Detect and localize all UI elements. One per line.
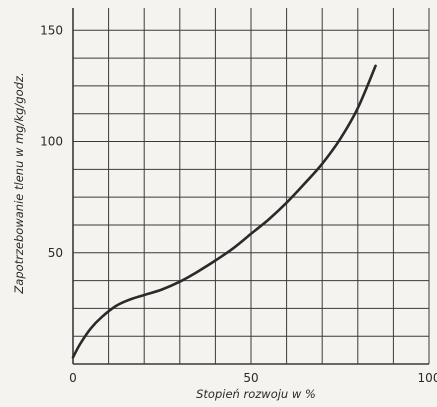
tick-labels: 0 50 100 50 100 150: [40, 23, 437, 385]
series-line: [71, 64, 377, 359]
x-tick-label: 100: [418, 371, 437, 385]
y-axis-label: Zapotrzebowanie tlenu w mg/kg/godz.: [12, 72, 26, 294]
x-tick-label: 50: [243, 371, 258, 385]
grid: [72, 8, 430, 365]
y-tick-label: 150: [40, 23, 63, 37]
y-tick-label: 100: [40, 135, 63, 149]
series-group: [71, 64, 377, 359]
x-tick-label: 0: [69, 371, 77, 385]
y-tick-label: 50: [48, 246, 63, 260]
x-axis-label: Stopień rozwoju w %: [196, 387, 316, 401]
